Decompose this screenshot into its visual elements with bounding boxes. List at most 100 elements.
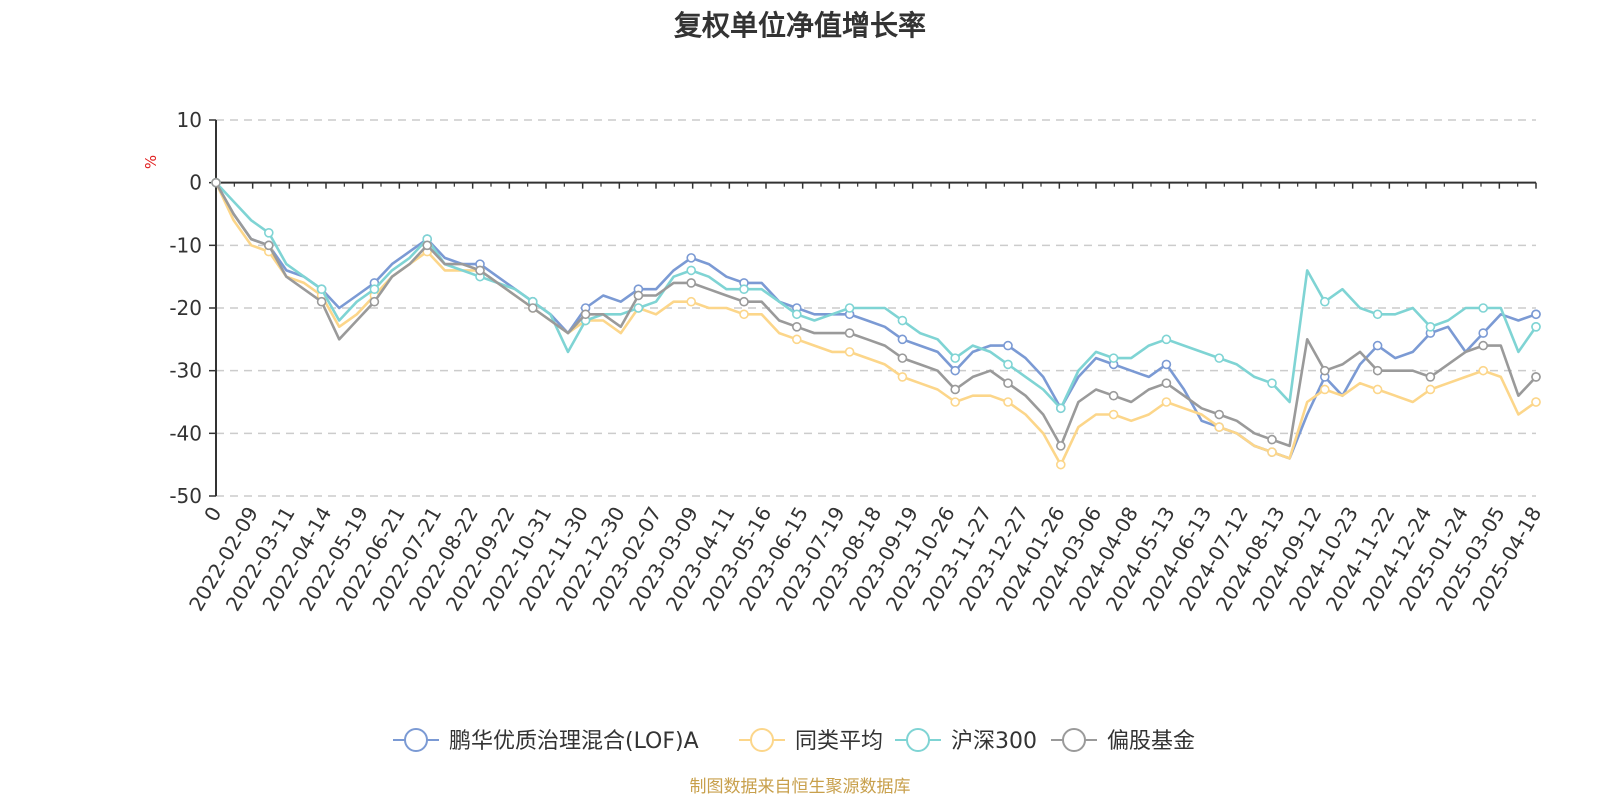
series-1-point-42 [950, 397, 961, 407]
series-3-point-48 [1056, 441, 1066, 451]
legend-label-3: 偏股基金 [1107, 729, 1195, 754]
series-3-point-33 [791, 321, 802, 332]
series-2-point-54 [1161, 334, 1172, 345]
legend-swatch-marker-1 [750, 728, 774, 752]
series-2-point-3 [263, 228, 274, 238]
series-2-point-24 [633, 303, 644, 313]
series-2-point-6 [316, 284, 327, 295]
series-3-point-27 [686, 278, 697, 288]
series-0-point-54 [1161, 359, 1172, 370]
series-3-point-15 [475, 265, 485, 276]
series-1-point-66 [1372, 384, 1383, 395]
series-2-point-72 [1478, 303, 1488, 313]
legend-item-1: 同类平均 [739, 728, 883, 754]
series-0-point-66 [1372, 340, 1383, 351]
series-3-point-6 [316, 296, 327, 307]
series-3-point-75 [1531, 372, 1541, 382]
legend-swatch-marker-2 [906, 728, 930, 752]
y-tick-label-1: 0 [189, 171, 202, 195]
y-tick-label-0: 10 [177, 108, 202, 132]
series-1-point-57 [1214, 422, 1224, 432]
series-2-point-42 [950, 353, 961, 363]
series-3-point-66 [1372, 365, 1383, 376]
legend-swatch-marker-3 [1062, 728, 1086, 752]
series-1-point-36 [844, 347, 855, 357]
series-0-point-75 [1531, 309, 1541, 320]
y-tick-label-6: -50 [169, 484, 202, 508]
series-2-point-27 [686, 265, 697, 276]
series-2-point-33 [791, 309, 802, 320]
series-line-0 [214, 182, 1537, 460]
series-3-point-45 [1003, 378, 1013, 389]
series-2-point-75 [1531, 321, 1541, 332]
series-2-point-60 [1267, 378, 1277, 389]
y-axis-unit-label: % [142, 155, 160, 169]
series-2-point-63 [1320, 296, 1330, 307]
series-1-point-33 [791, 334, 802, 345]
series-1-point-75 [1531, 397, 1541, 407]
series-2-point-51 [1108, 353, 1119, 363]
series-2-point-69 [1425, 321, 1436, 332]
legend-item-3: 偏股基金 [1051, 728, 1195, 754]
series-3-point-30 [739, 296, 749, 307]
y-tick-label-4: -30 [169, 359, 202, 383]
x-tick-label-0: 0 [199, 503, 226, 526]
series-3-point-39 [897, 353, 908, 363]
series-1-point-69 [1425, 384, 1436, 395]
series-0-point-45 [1003, 340, 1013, 351]
series-3-point-24 [633, 290, 644, 301]
series-1-point-39 [897, 372, 908, 382]
series-3-point-9 [369, 296, 380, 307]
legend-swatch-marker-0 [404, 728, 428, 752]
series-1-point-48 [1056, 459, 1066, 470]
source-label: 制图数据来自恒生聚源数据库 [690, 777, 911, 797]
series-3-point-21 [580, 309, 591, 320]
legend-item-2: 沪深300 [895, 728, 1037, 754]
legend-label-2: 沪深300 [951, 729, 1037, 754]
series-2-point-66 [1372, 309, 1383, 320]
series-2-point-36 [844, 303, 855, 313]
axis-layer: 100-10-20-30-40-5002022-02-092022-03-112… [169, 108, 1546, 615]
series-layer [211, 177, 1541, 470]
series-2-point-9 [369, 284, 380, 295]
series-3-point-0 [211, 177, 221, 188]
series-1-point-60 [1267, 447, 1277, 457]
legend-item-0: 鹏华优质治理混合(LOF)A [393, 728, 699, 754]
legend-label-0: 鹏华优质治理混合(LOF)A [449, 729, 699, 754]
series-0-point-72 [1478, 328, 1488, 338]
series-1-point-45 [1003, 397, 1013, 407]
series-0-point-42 [950, 365, 961, 376]
series-1-point-54 [1161, 397, 1172, 407]
y-tick-label-3: -20 [169, 296, 202, 320]
series-2-point-48 [1056, 403, 1066, 414]
series-3-point-63 [1320, 365, 1330, 376]
series-3-point-51 [1108, 390, 1119, 401]
series-3-point-18 [527, 303, 538, 313]
chart-title: 复权单位净值增长率 [673, 9, 926, 42]
series-2-point-39 [897, 315, 908, 326]
series-3-point-12 [422, 240, 433, 251]
legend-label-1: 同类平均 [795, 729, 883, 754]
series-line-1 [214, 182, 1537, 467]
series-1-point-63 [1320, 384, 1330, 395]
series-1-point-72 [1478, 365, 1488, 376]
series-1-point-30 [739, 309, 749, 320]
series-line-3 [214, 182, 1537, 448]
series-3-point-3 [263, 240, 274, 251]
series-3-point-36 [844, 328, 855, 338]
series-3-point-69 [1425, 372, 1436, 382]
series-2-point-30 [739, 284, 749, 295]
series-3-point-60 [1267, 434, 1277, 445]
series-1-point-51 [1108, 409, 1119, 420]
y-tick-label-5: -40 [169, 421, 202, 445]
legend-layer: 鹏华优质治理混合(LOF)A 同类平均 沪深300 偏股基金 [393, 728, 1195, 754]
series-3-point-54 [1161, 378, 1172, 389]
series-1-point-27 [686, 296, 697, 307]
series-3-point-72 [1478, 340, 1488, 351]
series-3-point-57 [1214, 409, 1224, 420]
series-2-point-45 [1003, 359, 1013, 370]
series-0-point-39 [897, 334, 908, 345]
series-3-point-42 [950, 384, 961, 395]
series-2-point-57 [1214, 353, 1224, 363]
